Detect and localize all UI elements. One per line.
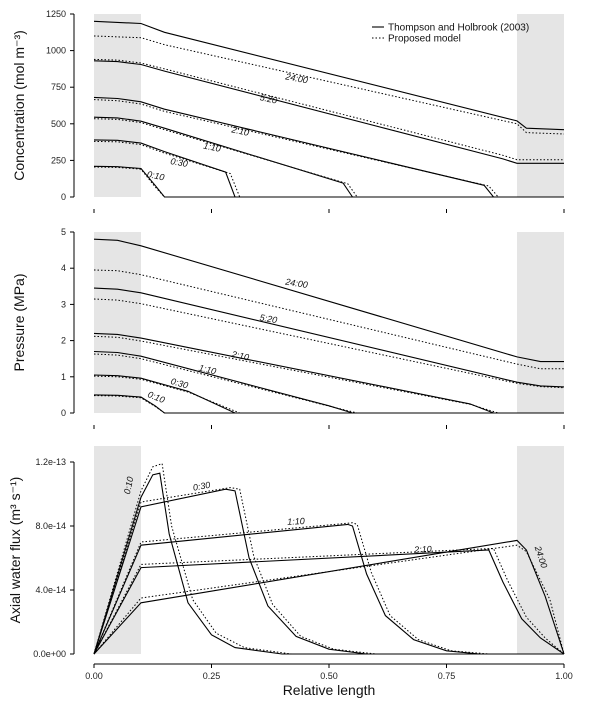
axial-flux-panel: 0.0e+00 4.0e-14 8.0e-14 1.2e-13 0.00 0.25 0.50… [7,446,573,681]
series-label: 5:20 [259,312,278,325]
series-line-thompson-030 [93,374,564,414]
series-line-proposed-110 [93,118,564,198]
shaded-region-right [517,14,564,197]
series-label: 0:10 [146,169,165,182]
series-line-thompson-110 [93,116,564,198]
y-tick-label: 8.0e-14 [35,521,66,531]
series-line-thompson-210 [93,549,565,655]
series-line-thompson-030 [93,488,564,655]
y-tick-label: 0.0e+00 [33,649,66,659]
y-tick-label: 4.0e-14 [35,585,66,595]
legend-entry: Thompson and Holbrook (2003) [388,23,529,34]
y-tick-label: 1 [61,372,66,382]
series-label: 5:20 [259,92,278,105]
series-line-thompson-210 [93,96,564,198]
y-tick-label: 2 [61,336,66,346]
series-line-thompson-010 [93,472,564,655]
y-tick-label: 0 [61,192,66,202]
series-line-proposed-2400 [93,269,564,370]
x-tick-label: 0.25 [203,671,221,681]
series-label: 24:00 [284,276,309,290]
series-label: 1:10 [198,363,217,377]
series-label: 1:10 [287,516,305,527]
x-tick-label: 0.75 [438,671,456,681]
y-axis-label: Axial water flux (m³ s⁻¹) [7,477,23,624]
series-label: 2:10 [230,349,250,363]
shaded-region-right [517,446,564,654]
series-line-proposed-520 [93,58,564,161]
series-line-proposed-210 [93,547,565,655]
series-label: 2:10 [413,544,432,555]
series-label: 24:00 [284,71,309,85]
y-axis-label: Pressure (MPa) [11,273,27,371]
series-line-thompson-110 [93,523,564,655]
legend: Thompson and Holbrook (2003)Proposed mod… [372,23,529,45]
series-line-proposed-010 [93,462,564,655]
series-line-proposed-030 [93,487,564,655]
series-line-proposed-110 [93,522,564,655]
x-axis-label: Relative length [283,682,376,698]
y-tick-label: 0 [61,408,66,418]
shaded-region-left [94,232,141,413]
shaded-region-left [94,446,141,654]
series-label: 1:10 [203,141,222,154]
legend-entry: Proposed model [388,34,461,45]
y-tick-label: 1250 [46,9,66,19]
shaded-region-right [517,232,564,413]
series-line-thompson-210 [93,332,564,414]
series-line-thompson-010 [93,394,564,414]
shaded-region-left [94,14,141,197]
y-tick-label: 1000 [46,46,66,56]
y-tick-label: 250 [51,155,66,165]
series-label: 0:10 [122,476,135,495]
series-line-thompson-110 [93,350,564,414]
x-tick-label: 0.50 [320,671,338,681]
series-line-proposed-030 [93,140,564,198]
concentration-panel: 0 250 500 750 1000 1250 Concentration (mol m⁻³… [11,9,565,213]
series-line-proposed-2400 [93,544,565,655]
y-tick-label: 5 [61,227,66,237]
series-line-thompson-030 [93,139,564,198]
y-tick-label: 500 [51,119,66,129]
series-line-thompson-010 [93,165,564,198]
series-line-proposed-210 [93,335,564,414]
series-line-thompson-520 [93,287,565,388]
series-line-thompson-2400 [93,238,564,363]
series-line-proposed-030 [93,375,564,414]
series-line-proposed-520 [93,298,565,389]
series-label: 0:30 [170,376,190,390]
x-tick-label: 0.00 [85,671,103,681]
y-tick-label: 3 [61,299,66,309]
series-line-thompson-2400 [93,539,565,655]
x-tick-label: 1.00 [555,671,573,681]
series-label: 2:10 [230,124,250,138]
series-line-proposed-010 [93,166,564,198]
y-tick-label: 4 [61,263,66,273]
series-line-thompson-2400 [93,20,565,131]
series-label: 0:30 [192,480,211,493]
series-label: 0:30 [170,156,189,169]
y-tick-label: 1.2e-13 [35,457,66,467]
series-line-proposed-2400 [93,35,565,135]
y-axis-label: Concentration (mol m⁻³) [11,30,27,181]
series-line-thompson-520 [93,60,564,164]
y-tick-label: 750 [51,82,66,92]
